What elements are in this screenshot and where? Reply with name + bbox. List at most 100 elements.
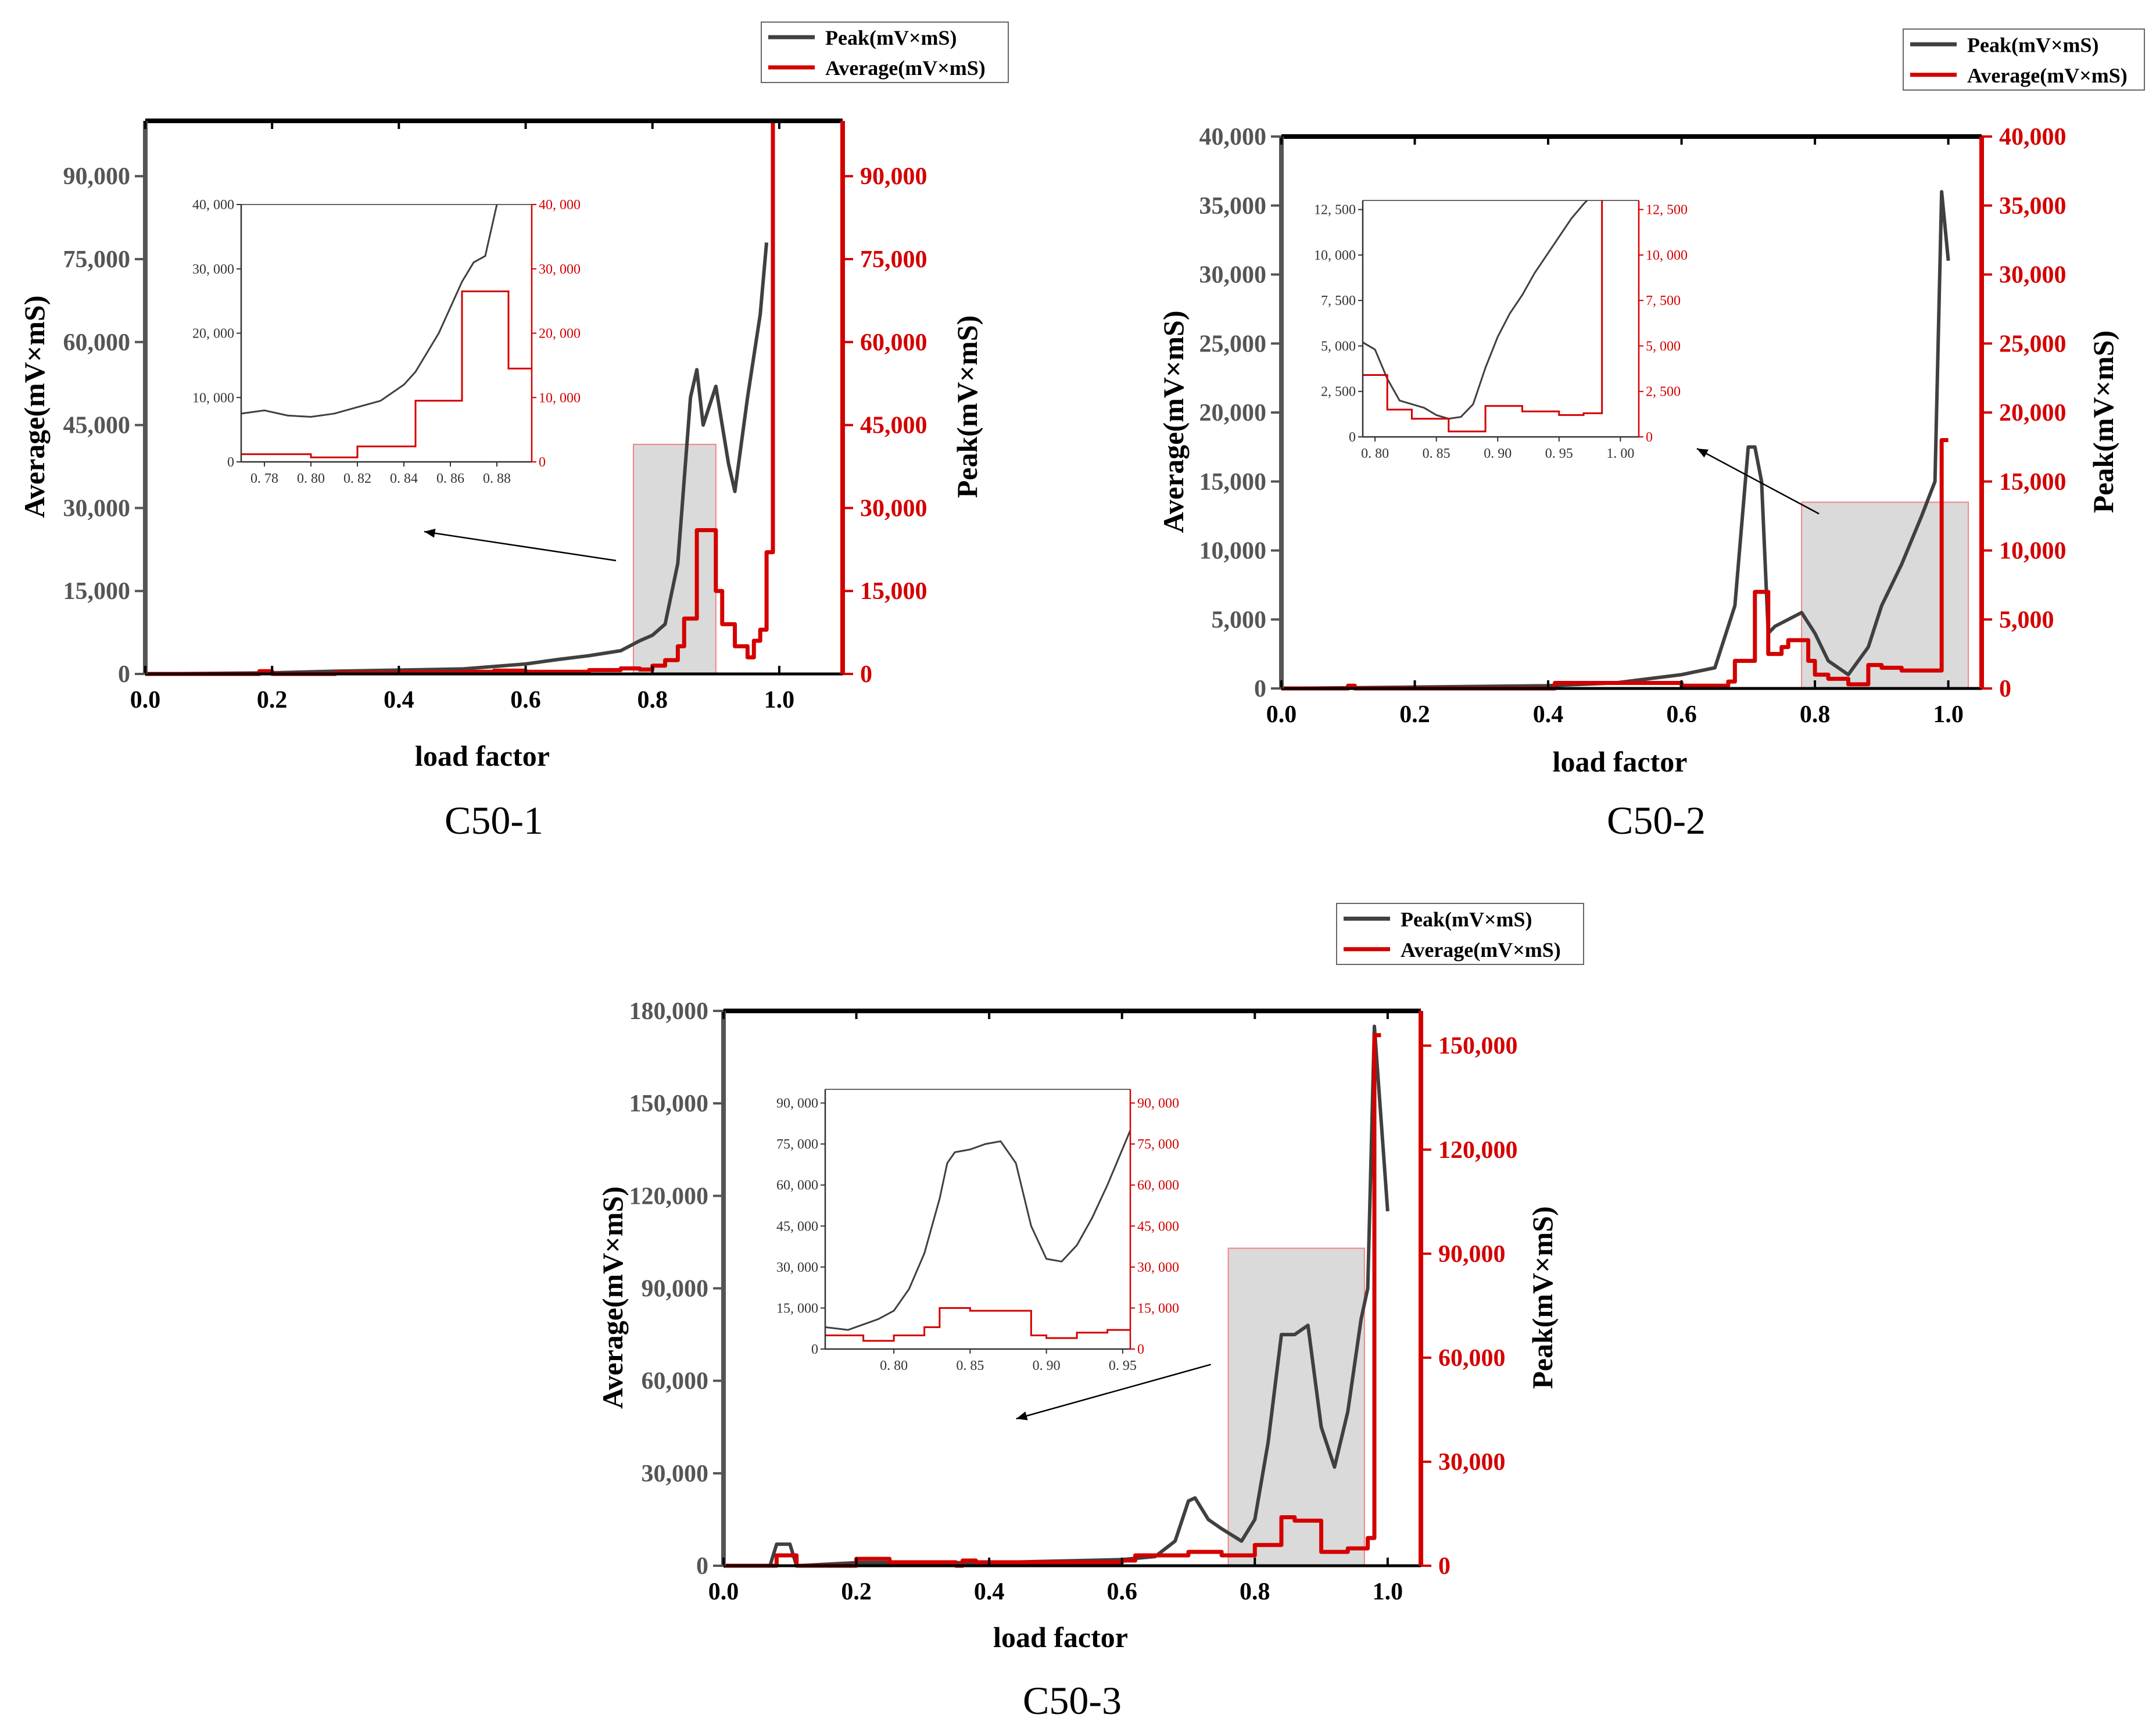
- left-y-axis-label: Average(mV×mS): [1157, 311, 1190, 533]
- inset-average-line: [241, 290, 532, 458]
- inset-right-tick-label: 7, 500: [1646, 293, 1681, 309]
- right-y-tick-label: 15,000: [860, 578, 927, 605]
- right-y-tick-label: 30,000: [1999, 262, 2067, 289]
- right-y-tick-label: 35,000: [1999, 193, 2067, 220]
- inset-left-tick-label: 60, 000: [776, 1178, 818, 1193]
- left-y-tick-label: 90,000: [63, 163, 131, 190]
- right-y-tick-label: 5,000: [1999, 607, 2054, 633]
- inset-right-tick-label: 60, 000: [1137, 1178, 1179, 1193]
- inset-left-tick-label: 30, 000: [192, 262, 234, 277]
- inset-right-tick-label: 15, 000: [1137, 1301, 1179, 1316]
- inset-x-tick-label: 0. 88: [483, 471, 511, 486]
- inset-x-tick-label: 0. 90: [1484, 446, 1512, 461]
- chart-caption: C50-2: [1607, 798, 1706, 842]
- x-tick-label: 1.0: [1373, 1579, 1403, 1605]
- left-y-tick-label: 75,000: [63, 246, 131, 273]
- left-y-tick-label: 0: [1254, 676, 1266, 702]
- legend-label: Average(mV×mS): [1401, 938, 1561, 962]
- left-y-tick-label: 25,000: [1199, 331, 1267, 357]
- zoom-arrow-head: [1697, 449, 1709, 458]
- left-y-tick-label: 150,000: [629, 1091, 709, 1117]
- left-y-tick-label: 5,000: [1212, 607, 1267, 633]
- x-tick-label: 0.2: [1399, 701, 1430, 728]
- right-y-tick-label: 0: [1999, 676, 2011, 702]
- x-tick-label: 0.6: [510, 687, 541, 713]
- inset-x-tick-label: 0. 86: [436, 471, 464, 486]
- right-y-tick-label: 120,000: [1438, 1137, 1518, 1164]
- inset-left-tick-label: 40, 000: [192, 198, 234, 213]
- chart-C50-3: 0.0 0.2 0.4 0.6 0.8 1.0 0 30,000 60,000 90,000 120…: [596, 903, 1584, 1723]
- x-tick-label: 0.6: [1666, 701, 1697, 728]
- right-y-tick-label: 0: [1438, 1553, 1451, 1580]
- inset-left-tick-label: 0: [811, 1342, 818, 1357]
- inset-x-tick-label: 0. 85: [956, 1358, 984, 1373]
- right-y-tick-label: 20,000: [1999, 400, 2067, 426]
- x-tick-label: 1.0: [1933, 701, 1964, 728]
- left-y-tick-label: 60,000: [63, 329, 131, 356]
- inset-left-tick-label: 7, 500: [1321, 293, 1356, 309]
- inset-x-tick-label: 0. 85: [1423, 446, 1451, 461]
- x-tick-label: 1.0: [764, 687, 795, 713]
- right-y-axis-label: Peak(mV×mS): [951, 315, 983, 498]
- chart-caption: C50-1: [445, 798, 543, 842]
- left-y-tick-label: 40,000: [1199, 124, 1267, 150]
- left-y-tick-label: 35,000: [1199, 193, 1267, 220]
- left-y-tick-label: 30,000: [642, 1461, 709, 1487]
- inset-x-tick-label: 0. 78: [250, 471, 278, 486]
- x-tick-label: 0.8: [1800, 701, 1831, 728]
- left-y-tick-label: 10,000: [1199, 538, 1267, 565]
- inset-left-tick-label: 10, 000: [1314, 248, 1356, 263]
- inset-left-tick-label: 5, 000: [1321, 339, 1356, 354]
- left-y-tick-label: 45,000: [63, 412, 131, 439]
- x-tick-label: 0.4: [1533, 701, 1564, 728]
- right-y-tick-label: 30,000: [860, 495, 927, 522]
- chart-C50-2: 0.0 0.2 0.4 0.6 0.8 1.0 0 5,000 10,000 15,000 20,0…: [1157, 28, 2145, 842]
- x-axis-label: load factor: [993, 1621, 1128, 1653]
- inset-right-tick-label: 0: [1646, 430, 1653, 445]
- left-y-tick-label: 60,000: [642, 1368, 709, 1395]
- left-y-tick-label: 180,000: [629, 998, 709, 1025]
- average-series-line: [1281, 438, 1949, 691]
- inset-x-tick-label: 0. 80: [880, 1358, 908, 1373]
- inset-peak-line: [825, 1130, 1130, 1331]
- x-tick-label: 0.0: [1266, 701, 1297, 728]
- inset-right-tick-label: 12, 500: [1646, 203, 1688, 218]
- inset-background: [241, 205, 532, 462]
- inset-background: [825, 1089, 1130, 1349]
- zoom-region-box: [1227, 1247, 1365, 1567]
- x-axis-label: load factor: [1553, 745, 1688, 778]
- inset-left-tick-label: 75, 000: [776, 1137, 818, 1152]
- chart-caption: C50-3: [1023, 1678, 1122, 1723]
- inset-x-tick-label: 0. 95: [1109, 1358, 1137, 1373]
- left-y-tick-label: 0: [696, 1553, 708, 1580]
- inset-x-tick-label: 1. 00: [1606, 446, 1634, 461]
- legend-label: Peak(mV×mS): [1401, 907, 1532, 931]
- left-y-axis-label: Average(mV×mS): [18, 296, 51, 518]
- peak-series-line: [1281, 190, 1950, 690]
- inset-left-tick-label: 10, 000: [192, 390, 234, 406]
- left-y-tick-label: 90,000: [642, 1276, 709, 1303]
- inset-peak-line: [1363, 200, 1589, 420]
- legend-label: Peak(mV×mS): [825, 26, 957, 49]
- inset-right-tick-label: 40, 000: [539, 198, 581, 213]
- zoom-arrow-line: [1016, 1364, 1211, 1420]
- inset-right-tick-label: 10, 000: [539, 390, 581, 406]
- right-y-tick-label: 15,000: [1999, 469, 2067, 496]
- inset-background: [1363, 200, 1639, 437]
- right-y-tick-label: 60,000: [860, 329, 927, 356]
- x-tick-label: 0.0: [708, 1579, 739, 1605]
- x-tick-label: 0.8: [1240, 1579, 1270, 1605]
- inset-chart: 0 0 2, 500 2, 500 5, 000 5, 000 7, 500 7, 500 10…: [1314, 200, 1688, 461]
- x-tick-label: 0.2: [257, 687, 288, 713]
- inset-x-tick-label: 0. 84: [390, 471, 418, 486]
- inset-right-tick-label: 10, 000: [1646, 248, 1688, 263]
- zoom-arrow-line: [1696, 447, 1820, 515]
- inset-average-line: [1363, 200, 1603, 433]
- inset-right-tick-label: 5, 000: [1646, 339, 1681, 354]
- left-y-tick-label: 30,000: [63, 495, 131, 522]
- inset-x-tick-label: 0. 80: [1361, 446, 1389, 461]
- inset-left-tick-label: 45, 000: [776, 1219, 818, 1234]
- right-y-tick-label: 45,000: [860, 412, 927, 439]
- right-y-tick-label: 150,000: [1438, 1033, 1518, 1060]
- x-tick-label: 0.6: [1106, 1579, 1137, 1605]
